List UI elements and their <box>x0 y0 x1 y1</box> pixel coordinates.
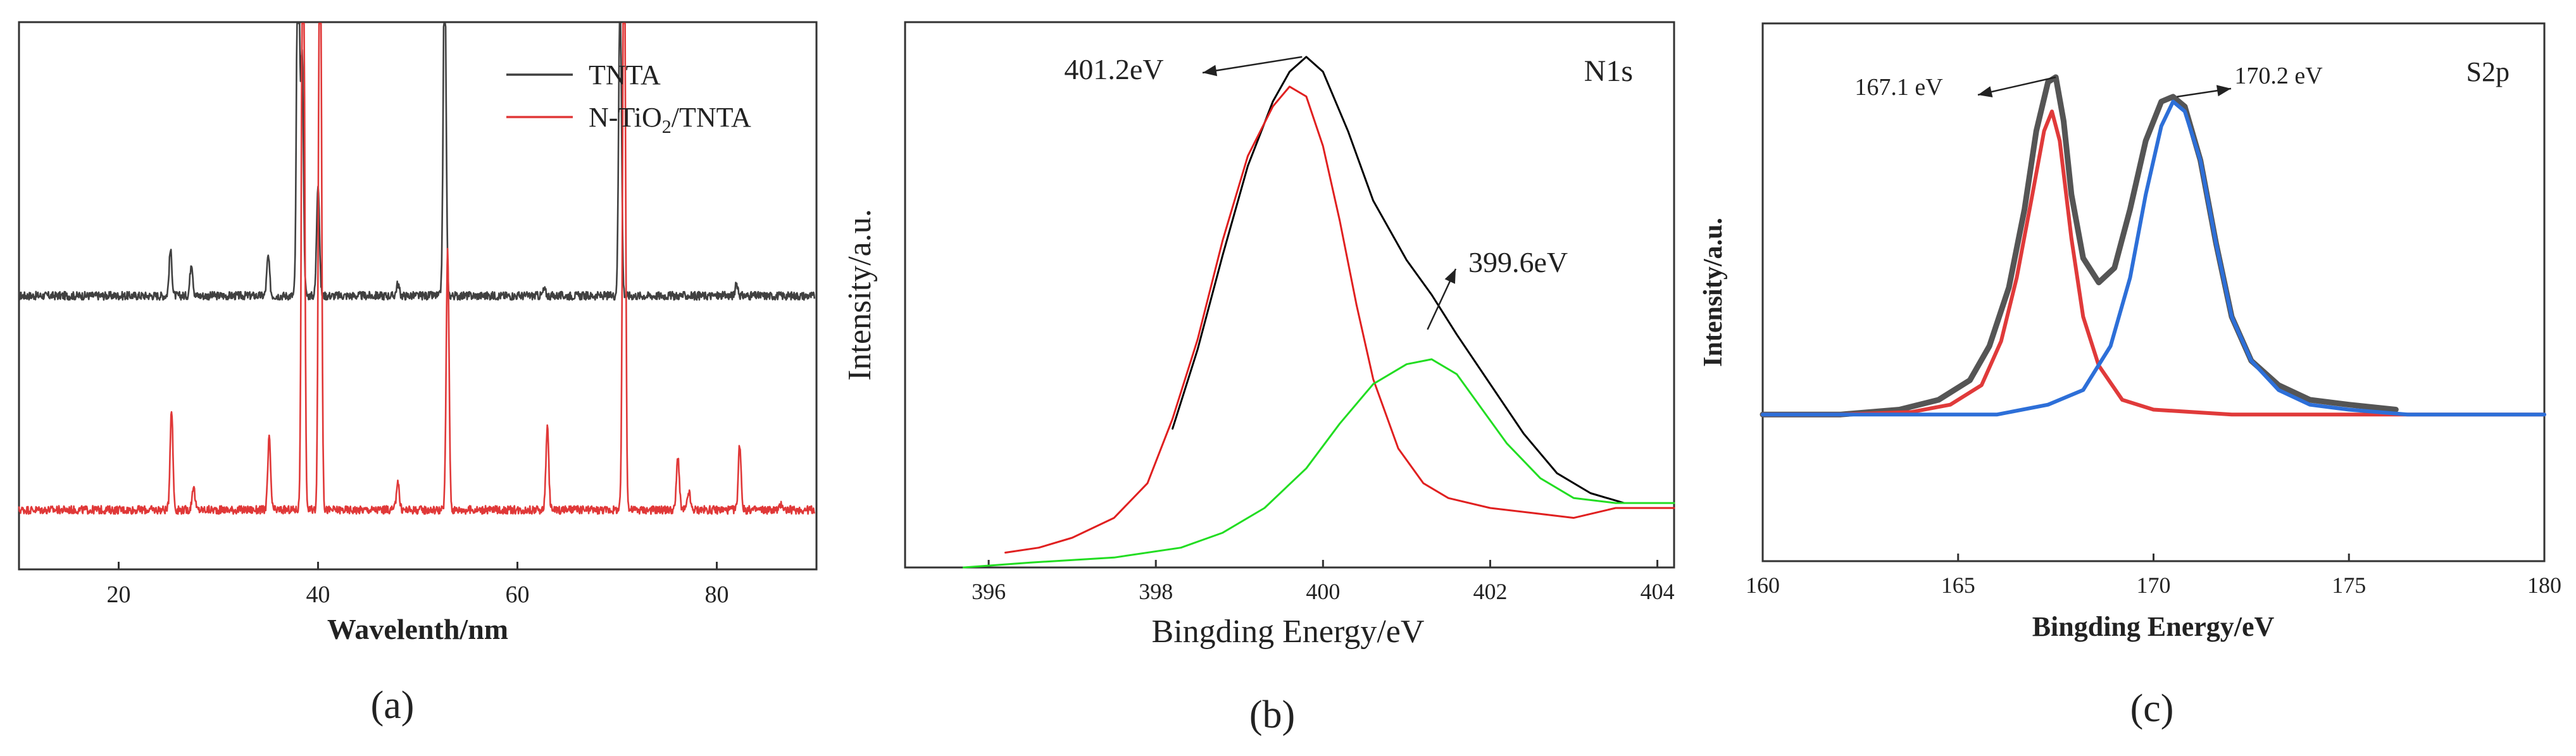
panel-a-label: (a) <box>371 684 415 727</box>
x-tick-label: 160 <box>1746 573 1780 598</box>
x-tick-label: 40 <box>306 581 330 608</box>
panel-b: 396 398 400 402 404 401.2eV 399.6eV N1s Bingdi… <box>842 21 1675 736</box>
x-tick-label: 60 <box>506 581 530 608</box>
panel-c-xlabel: Bingding Energy/eV <box>2032 611 2275 642</box>
panel-b-title: N1s <box>1584 54 1633 88</box>
panel-c: 160 165 170 175 180 167.1 eV 170.2 eV S2p Bing… <box>1699 22 2561 730</box>
x-tick-label: 402 <box>1473 579 1507 604</box>
x-tick-label: 404 <box>1641 579 1675 604</box>
x-tick-label: 400 <box>1306 579 1340 604</box>
x-tick-label: 20 <box>107 581 131 608</box>
series-line-n-tio2-tnta <box>18 22 816 515</box>
annotation-label: 399.6eV <box>1468 246 1568 278</box>
annotation-label: 401.2eV <box>1064 53 1163 85</box>
panel-b-ylabel: Intensity/a.u. <box>842 209 878 381</box>
x-tick-label: 396 <box>972 579 1006 604</box>
annotation-arrowhead <box>1203 65 1218 77</box>
x-tick-label: 170 <box>2137 573 2171 598</box>
annotation-arrowhead <box>2216 85 2231 97</box>
panel-b-label: (b) <box>1249 693 1295 736</box>
fitted-peak-red <box>1004 85 1675 554</box>
panel-c-title: S2p <box>2467 56 2510 87</box>
series-line-tnta <box>18 22 816 301</box>
annotation-arrowhead <box>1444 269 1456 284</box>
x-tick-label: 398 <box>1139 579 1173 604</box>
x-tick-label: 180 <box>2527 573 2561 598</box>
legend-label-tnta: TNTA <box>589 59 661 90</box>
annotation-label: 167.1 eV <box>1854 74 1943 101</box>
x-tick-label: 80 <box>705 581 729 608</box>
panel-c-ylabel: Intensity/a.u. <box>1699 218 1728 367</box>
fitted-peak-blue <box>1761 99 2546 417</box>
panel-c-label: (c) <box>2130 687 2174 730</box>
panel-a: 20 40 60 80 TNTA N-TiO2/TNTA Wavelenth/nm (… <box>18 21 818 727</box>
annotation-label: 170.2 eV <box>2234 63 2323 89</box>
panel-b-frame <box>904 21 1675 569</box>
x-tick-label: 165 <box>1941 573 1975 598</box>
fitted-peak-green <box>962 358 1675 569</box>
x-tick-label: 175 <box>2332 573 2366 598</box>
envelope-line <box>1172 56 1625 504</box>
panel-b-xlabel: Bingding Energy/eV <box>1152 614 1425 650</box>
annotation-arrow <box>1202 56 1303 74</box>
annotation-arrowhead <box>1978 86 1993 97</box>
panel-a-xlabel: Wavelenth/nm <box>327 613 508 645</box>
fitted-peak-red <box>1761 109 2546 417</box>
